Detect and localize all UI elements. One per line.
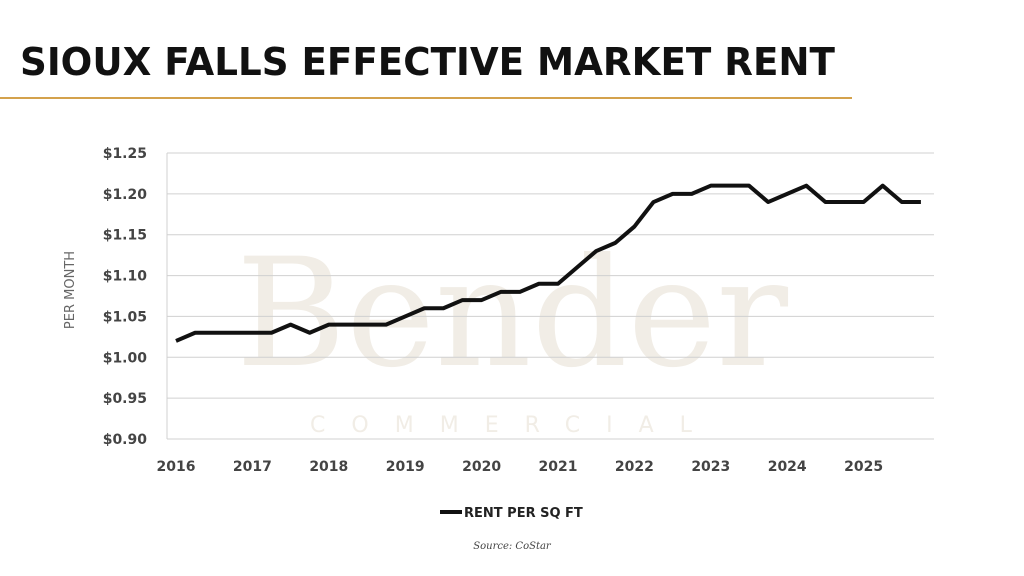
x-tick-label: 2024 [768,459,807,475]
y-tick-label: $1.00 [103,350,148,366]
page-title: SIOUX FALLS EFFECTIVE MARKET RENT [20,40,835,84]
y-tick-label: $1.15 [103,228,147,244]
y-axis-title: PER MONTH [63,251,78,329]
y-tick-label: $1.25 [103,146,147,162]
x-tick-label: 2016 [157,459,196,475]
x-tick-label: 2022 [615,459,654,475]
watermark-logo: Bender [236,227,788,401]
x-tick-label: 2019 [386,459,425,475]
watermark-subtext: COMMERCIAL [310,413,718,438]
y-tick-label: $1.05 [103,309,147,325]
series-line [175,183,921,343]
y-tick-label: $1.10 [103,269,148,285]
x-tick-label: 2021 [539,459,578,475]
title-divider [0,97,852,99]
x-tick-label: 2023 [691,459,730,475]
y-tick-label: $0.95 [103,391,147,407]
source-note: Source: CoStar [473,541,551,552]
x-tick-label: 2018 [309,459,348,475]
y-tick-label: $1.20 [103,187,148,203]
x-tick-label: 2017 [233,459,272,475]
x-tick-label: 2020 [462,459,501,475]
y-tick-label: $0.90 [103,432,148,448]
legend-label: RENT PER SQ FT [464,506,583,521]
x-tick-label: 2025 [844,459,883,475]
